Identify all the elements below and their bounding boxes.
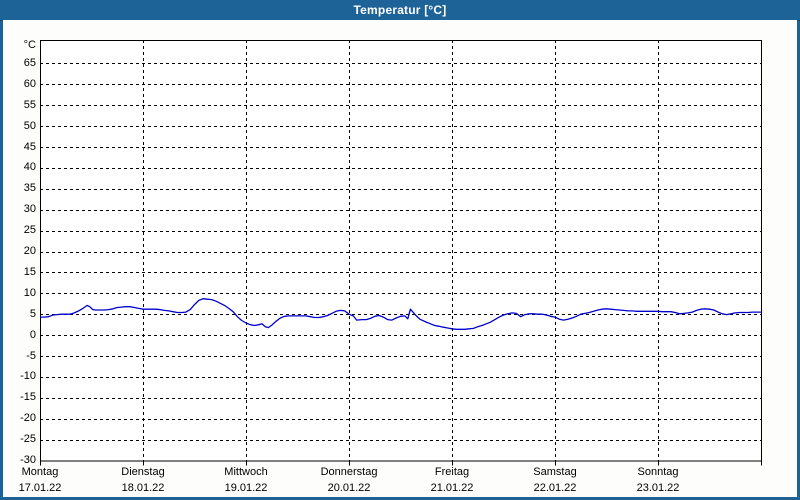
- y-tick-label: -25: [20, 433, 36, 446]
- y-tick-label: 5: [29, 307, 36, 320]
- y-tick-label: -5: [26, 349, 36, 362]
- window-title: Temperatur [°C]: [353, 3, 447, 17]
- date-label: 17.01.22: [18, 482, 62, 494]
- y-tick-label: 35: [23, 182, 36, 195]
- y-tick-label: 65: [23, 56, 36, 69]
- day-label: Samstag: [533, 466, 577, 478]
- y-tick-label: 50: [23, 119, 36, 132]
- y-axis-unit: °C: [23, 39, 36, 51]
- y-tick-label: 20: [23, 245, 36, 257]
- y-tick-label: 55: [23, 98, 36, 111]
- y-tick-label: 25: [23, 224, 36, 237]
- day-label: Donnerstag: [320, 466, 378, 478]
- date-label: 20.01.22: [327, 482, 371, 494]
- plot-background: [40, 40, 761, 461]
- date-label: 22.01.22: [533, 482, 577, 494]
- y-tick-label: 60: [23, 77, 36, 90]
- day-label: Dienstag: [121, 466, 165, 478]
- y-tick-label: -10: [20, 370, 36, 383]
- grid-vertical: [143, 40, 659, 461]
- day-label: Mittwoch: [224, 466, 268, 478]
- y-tick-label: 45: [23, 140, 36, 153]
- y-tick-label: 10: [23, 286, 36, 299]
- day-label: Freitag: [434, 466, 470, 478]
- y-tick-label: 40: [23, 161, 36, 174]
- day-label: Sonntag: [637, 466, 679, 478]
- day-label: Montag: [21, 466, 59, 478]
- date-label: 18.01.22: [121, 482, 165, 494]
- y-tick-label: 0: [29, 328, 36, 341]
- y-tick-label: -15: [20, 391, 36, 404]
- temperature-line: [40, 298, 761, 330]
- y-tick-label: -20: [20, 412, 36, 425]
- date-label: 23.01.22: [636, 482, 680, 494]
- date-label: 19.01.22: [224, 482, 268, 494]
- y-tick-label: 15: [23, 265, 36, 278]
- axis-ticks: [40, 460, 762, 466]
- plot-border: [40, 40, 762, 462]
- grid-horizontal: [40, 63, 761, 441]
- y-tick-label: -30: [20, 454, 36, 466]
- y-tick-label: 30: [23, 203, 36, 216]
- date-label: 21.01.22: [430, 482, 474, 494]
